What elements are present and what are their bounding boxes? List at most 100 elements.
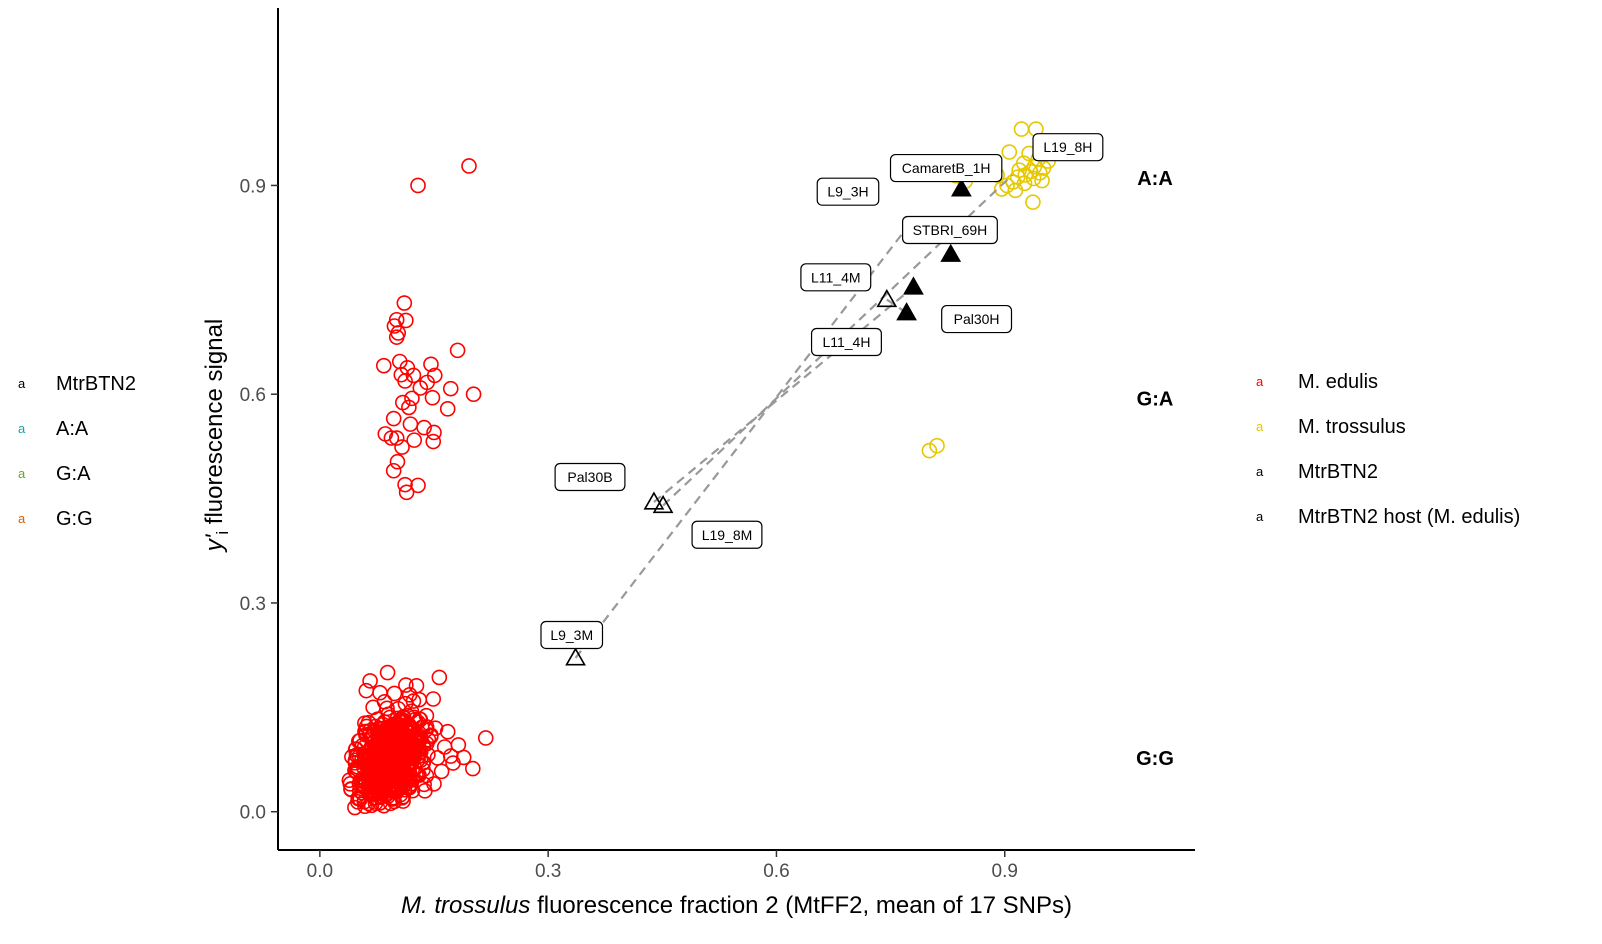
data-point-m-edulis xyxy=(461,158,477,174)
data-point-m-edulis xyxy=(424,389,441,406)
data-point-m-edulis xyxy=(379,720,396,737)
data-point-m-trossulus xyxy=(1025,194,1041,210)
y-axis-title-main: y' xyxy=(201,533,228,553)
data-point-mtrbtn2-host xyxy=(950,178,972,197)
legend-entry: MtrBTN2 host (M. edulis) xyxy=(1298,506,1520,528)
data-point-m-trossulus xyxy=(1013,121,1030,137)
data-point-m-edulis xyxy=(426,424,442,441)
data-point-m-edulis xyxy=(372,684,388,701)
x-tick-label: 0.6 xyxy=(763,861,789,882)
legend-key: a xyxy=(18,511,26,526)
svg-text:L19_8H: L19_8H xyxy=(1043,139,1092,155)
data-point-m-edulis xyxy=(406,432,423,448)
data-point-m-edulis xyxy=(405,367,422,384)
legend-entry: G:G xyxy=(56,508,93,530)
data-point-m-edulis xyxy=(388,430,405,446)
data-point-m-edulis xyxy=(394,765,411,782)
legend-entry: M. trossulus xyxy=(1298,416,1406,438)
svg-text:Pal30H: Pal30H xyxy=(954,311,1000,327)
connector-line xyxy=(574,219,914,659)
region-label: G:G xyxy=(1136,748,1174,770)
data-point-m-edulis xyxy=(411,691,428,708)
x-axis-title-italic: M. trossulus xyxy=(401,892,530,919)
svg-text:L19_8M: L19_8M xyxy=(702,527,753,543)
data-point-m-edulis xyxy=(388,329,405,345)
data-point-m-edulis xyxy=(341,772,358,789)
data-point-m-edulis xyxy=(385,756,402,772)
data-point-m-edulis xyxy=(385,462,402,479)
y-tick-label: 0.9 xyxy=(240,176,266,197)
data-point-m-edulis xyxy=(405,693,422,709)
data-point-m-edulis xyxy=(358,682,375,699)
x-axis-title-rest: fluorescence fraction 2 (MtFF2, mean of … xyxy=(530,892,1072,919)
data-point-m-edulis xyxy=(348,747,365,763)
data-point-m-edulis xyxy=(417,783,433,799)
data-point-m-edulis xyxy=(423,356,439,373)
data-point-m-edulis xyxy=(368,741,385,758)
data-point-mtrbtn2 xyxy=(643,491,665,510)
legend-entry: MtrBTN2 xyxy=(56,373,136,395)
svg-text:L11_4M: L11_4M xyxy=(811,269,861,285)
data-point-m-edulis xyxy=(350,790,367,807)
svg-text:L11_4H: L11_4H xyxy=(822,334,870,350)
data-point-m-edulis xyxy=(445,755,461,771)
data-point-m-edulis xyxy=(357,715,373,731)
data-point-m-edulis xyxy=(389,717,406,734)
series-mtrbtn2 xyxy=(565,178,972,666)
data-point-m-edulis xyxy=(397,476,413,493)
data-point-mtrbtn2-host xyxy=(896,302,917,321)
data-point-m-edulis xyxy=(387,733,404,750)
data-point-mtrbtn2 xyxy=(876,288,898,308)
data-point-m-edulis xyxy=(357,749,373,766)
point-label: L19_8H xyxy=(1032,133,1104,162)
data-point-m-edulis xyxy=(398,677,414,693)
point-label: Pal30B xyxy=(554,462,626,492)
legend-entry: M. edulis xyxy=(1298,371,1378,393)
point-label: L11_4H xyxy=(810,327,882,357)
data-point-m-edulis xyxy=(388,746,405,763)
data-point-m-edulis xyxy=(408,740,424,756)
y-tick-label: 0.3 xyxy=(240,594,266,615)
data-point-m-trossulus xyxy=(1007,182,1024,199)
data-point-m-trossulus xyxy=(921,442,938,459)
data-point-m-edulis xyxy=(389,453,406,470)
svg-text:STBRI_69H: STBRI_69H xyxy=(913,222,988,238)
data-point-m-edulis xyxy=(406,709,422,726)
data-point-m-edulis xyxy=(412,380,429,396)
legend-key: a xyxy=(1256,509,1264,524)
data-point-m-edulis xyxy=(404,390,420,407)
series-m-edulis xyxy=(341,158,494,816)
data-point-m-trossulus xyxy=(1025,170,1042,187)
legend-key: a xyxy=(18,376,26,391)
y-axis-title: y'i fluorescence signal xyxy=(201,319,232,554)
legend-key: a xyxy=(1256,464,1264,479)
data-point-m-trossulus xyxy=(1001,144,1018,160)
data-point-m-edulis xyxy=(352,732,368,749)
data-point-m-edulis xyxy=(431,669,448,686)
data-point-m-edulis xyxy=(449,342,466,359)
data-point-m-edulis xyxy=(384,717,400,734)
connector-line xyxy=(653,286,915,503)
data-point-m-trossulus xyxy=(1017,167,1034,183)
y-axis-ticks: 0.0 0.3 0.6 0.9 xyxy=(240,176,278,824)
data-point-m-edulis xyxy=(394,439,410,455)
data-point-m-edulis xyxy=(396,295,413,311)
data-point-m-edulis xyxy=(383,430,400,446)
legend-key: a xyxy=(1256,374,1264,389)
data-point-m-edulis xyxy=(442,380,459,397)
data-point-m-edulis xyxy=(465,760,481,777)
data-point-m-edulis xyxy=(416,776,432,793)
legend-entry: G:A xyxy=(56,463,91,485)
data-point-mtrbtn2-host xyxy=(903,276,924,295)
x-tick-label: 0.0 xyxy=(307,861,333,882)
legend-entry: A:A xyxy=(56,418,89,440)
y-axis-title-subscript: i xyxy=(213,531,232,535)
data-point-m-edulis xyxy=(401,399,417,416)
data-point-m-edulis xyxy=(383,778,399,795)
svg-text:L9_3H: L9_3H xyxy=(827,184,868,200)
data-point-m-edulis xyxy=(429,750,446,766)
data-point-m-edulis xyxy=(404,782,421,799)
data-point-m-edulis xyxy=(399,707,416,724)
point-labels: L9_3M Pal30B L19_8M L11_4M L11_4H Pal30H STBRI… xyxy=(540,133,1104,650)
